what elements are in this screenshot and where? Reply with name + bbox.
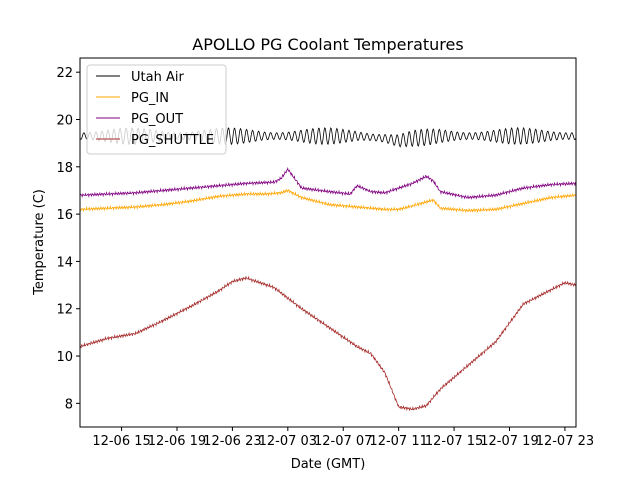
y-axis-label: Temperature (C) [32, 189, 47, 296]
legend-box [86, 64, 227, 155]
x-tick-label: 12-07 15 [425, 434, 483, 449]
y-tick-label: 22 [56, 66, 73, 81]
chart-title: APOLLO PG Coolant Temperatures [192, 35, 463, 54]
legend-label: Utah Air [131, 70, 184, 85]
x-tick-label: 12-07 07 [314, 434, 372, 449]
legend-label: PG_IN [131, 91, 169, 106]
x-tick-label: 12-06 15 [92, 434, 150, 449]
legend-label: PG_OUT [131, 112, 183, 127]
series-line-pg-shuttle [79, 275, 577, 412]
y-ticks: 8 10 12 14 16 18 20 22 [56, 66, 80, 412]
y-tick-label: 16 [56, 208, 73, 223]
series-line-pg-in [79, 188, 577, 214]
axes-frame [79, 57, 577, 428]
y-tick-label: 10 [56, 350, 73, 365]
series-line-pg-out [79, 166, 577, 200]
legend-label: PG_SHUTTLE [131, 133, 214, 148]
x-tick-label: 12-07 11 [369, 434, 427, 449]
y-tick-label: 20 [56, 114, 73, 129]
y-tick-label: 18 [56, 161, 73, 176]
x-axis-label: Date (GMT) [291, 457, 366, 472]
x-tick-label: 12-07 03 [259, 434, 317, 449]
x-tick-label: 12-06 23 [203, 434, 261, 449]
y-tick-label: 14 [56, 255, 73, 270]
x-tick-label: 12-06 19 [148, 434, 206, 449]
legend: Utah Air PG_IN PG_OUT PG_SHUTTLE [86, 64, 227, 155]
y-tick-label: 8 [65, 397, 73, 412]
y-tick-label: 12 [56, 303, 73, 318]
x-tick-label: 12-07 19 [480, 434, 538, 449]
x-tick-label: 12-07 23 [536, 434, 594, 449]
